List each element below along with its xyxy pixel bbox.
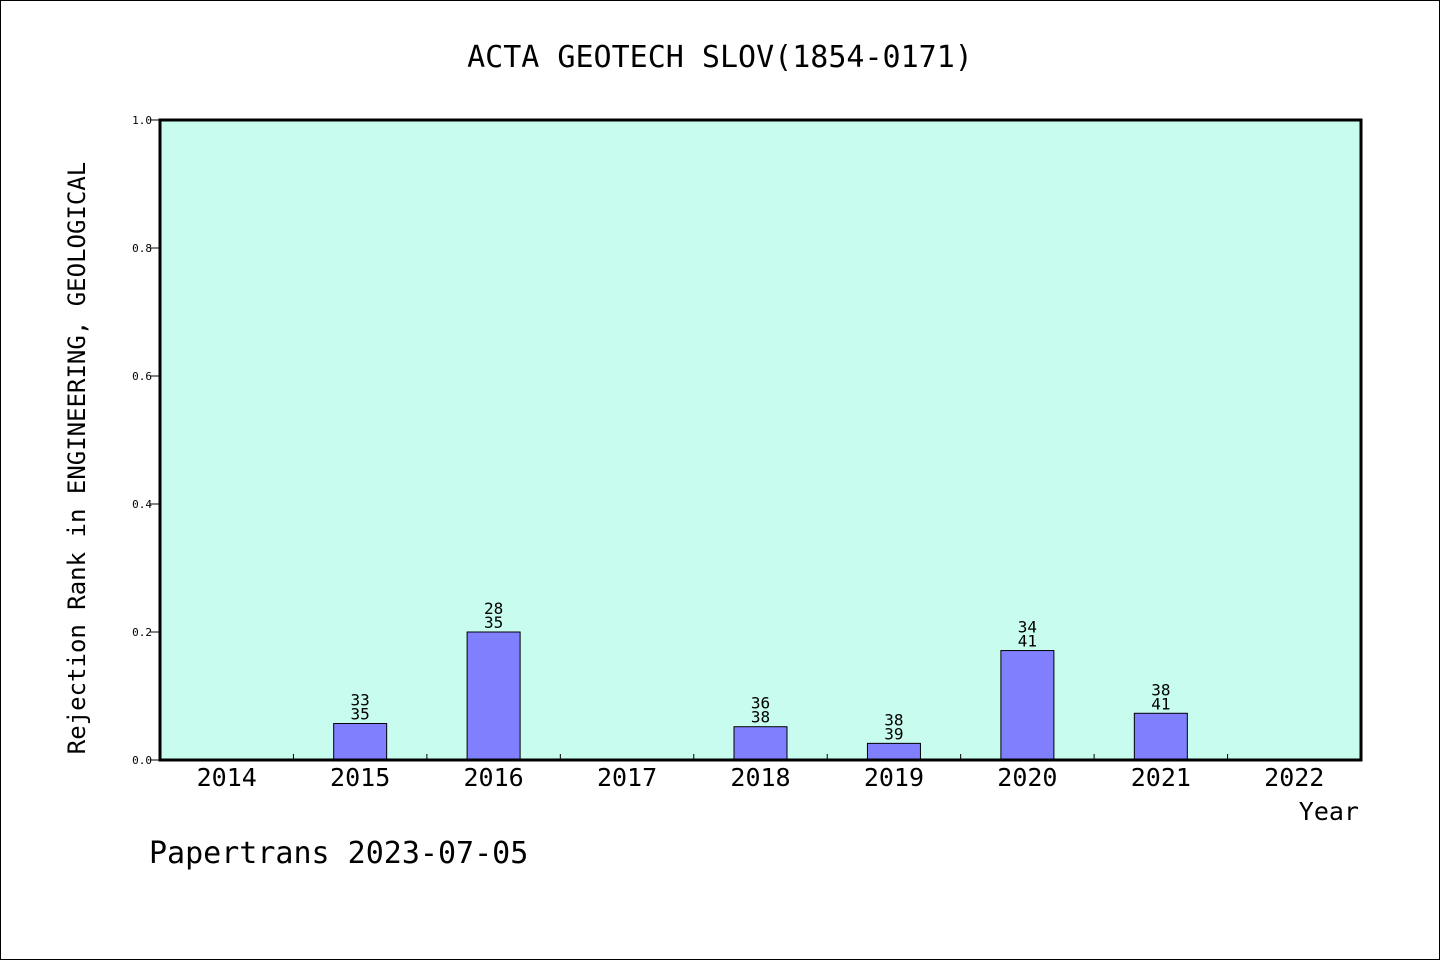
bar-2016: [466, 631, 521, 761]
bars: [333, 631, 1188, 761]
x-tick-label: 2014: [197, 763, 257, 792]
y-tick-label: 0.2: [132, 626, 152, 639]
bar-label-upper: 38: [1151, 680, 1170, 699]
x-tick-label: 2021: [1131, 763, 1191, 792]
y-axis-label: Rejection Rank in ENGINEERING, GEOLOGICA…: [63, 162, 91, 754]
plot-area: [158, 118, 1363, 762]
x-tick-label: 2019: [864, 763, 924, 792]
bar-label-lower: 35: [351, 705, 370, 724]
bar-label-lower: 39: [884, 724, 903, 743]
bar-label-lower: 41: [1151, 694, 1170, 713]
bar-label-upper: 33: [351, 691, 370, 710]
bar-2018: [733, 726, 788, 761]
x-tick-label: 2017: [597, 763, 657, 792]
y-tick-label: 0.6: [132, 370, 152, 383]
y-tick-label: 0.0: [132, 754, 152, 767]
bar-label-lower: 38: [751, 708, 770, 727]
x-tick-label: 2015: [330, 763, 390, 792]
bar-label-lower: 41: [1018, 632, 1037, 651]
plot-border: [158, 118, 1363, 762]
x-axis-label: Year: [1299, 797, 1359, 826]
y-tick-label: 0.8: [132, 242, 152, 255]
x-tick-label: 2022: [1264, 763, 1324, 792]
y-tick-label: 0.4: [132, 498, 152, 511]
bar-2021: [1133, 712, 1188, 761]
bar-label-lower: 35: [484, 613, 503, 632]
x-tick-label: 2018: [730, 763, 790, 792]
x-tick-label: 2016: [464, 763, 524, 792]
bar-2015: [333, 723, 388, 761]
bar-label-upper: 36: [751, 694, 770, 713]
y-tick-label: 1.0: [132, 114, 152, 127]
x-tick-label: 2020: [997, 763, 1057, 792]
bar-label-upper: 28: [484, 599, 503, 618]
bar-2020: [1000, 650, 1055, 761]
chart-title: ACTA GEOTECH SLOV(1854-0171): [467, 40, 973, 75]
bar-2019: [866, 742, 921, 761]
y-axis-ticks: 0.0 0.2 0.4 0.6 0.8 1.0: [132, 114, 160, 767]
x-axis-ticks: 2014 2015 2016 2017 2018 2019 2020 2021 2022: [197, 754, 1324, 792]
bar-label-upper: 34: [1018, 618, 1037, 637]
footer-text: Papertrans 2023-07-05: [149, 836, 528, 871]
bar-label-upper: 38: [884, 710, 903, 729]
